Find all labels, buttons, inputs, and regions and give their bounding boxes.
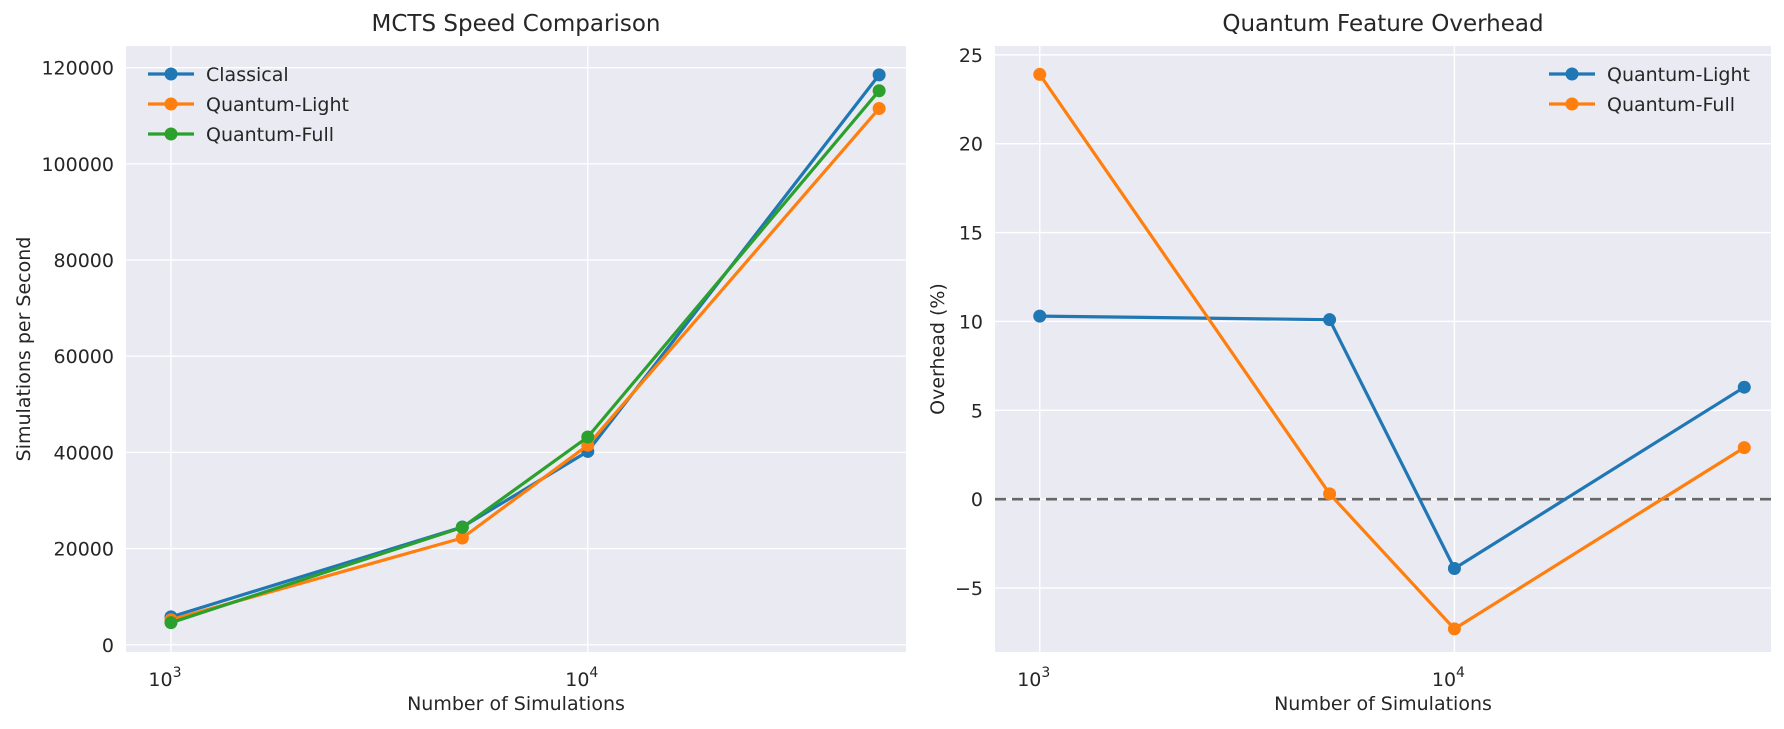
y-tick-label: 20000 xyxy=(54,539,114,561)
y-tick-label: 0 xyxy=(102,635,114,657)
y-tick-label: 120000 xyxy=(41,58,114,80)
series-line-quantum-full xyxy=(170,89,881,625)
series-line-quantum-light xyxy=(170,107,881,622)
x-tick-label: 103 xyxy=(1017,665,1050,691)
series-line-quantum-light xyxy=(1039,314,1746,571)
legend-item-quantum-full: Quantum-Full xyxy=(1549,94,1735,116)
y-tick-label: 0 xyxy=(971,489,983,511)
data-point-quantum-light xyxy=(1447,561,1461,575)
y-axis-label: Overhead (%) xyxy=(927,283,949,415)
data-point-quantum-full xyxy=(581,430,595,444)
x-axis-label: Number of Simulations xyxy=(1274,693,1492,715)
data-point-quantum-full xyxy=(1323,487,1337,501)
data-point-classical xyxy=(872,68,886,82)
data-point-quantum-light xyxy=(1323,313,1337,327)
x-tick-label: 104 xyxy=(565,665,598,691)
y-tick-label: 60000 xyxy=(54,346,114,368)
legend-marker xyxy=(164,67,178,81)
legend-item-quantum-light: Quantum-Light xyxy=(1549,64,1750,86)
y-tick-label: 20 xyxy=(959,134,983,156)
series-quantum-full xyxy=(164,84,886,630)
legend-item-quantum-light: Quantum-Light xyxy=(148,94,349,116)
y-tick-label: −5 xyxy=(955,578,983,600)
chart-title: Quantum Feature Overhead xyxy=(1222,11,1543,37)
y-tick-label: 5 xyxy=(971,400,983,422)
legend-label: Quantum-Full xyxy=(206,124,334,146)
legend-label: Classical xyxy=(206,64,289,86)
data-point-quantum-full xyxy=(1737,441,1751,455)
legend-marker xyxy=(164,127,178,141)
y-tick-label: 10 xyxy=(959,311,983,333)
data-point-quantum-full xyxy=(164,616,178,630)
chart-quantum-overhead: −5 0 5 10 15 20 25 103 104 Quantum Feature Overhe… xyxy=(927,11,1771,715)
legend-marker xyxy=(1565,67,1579,81)
series-quantum-full xyxy=(1033,67,1751,636)
plot-area xyxy=(126,46,906,652)
series-line-quantum-full xyxy=(1038,73,1746,631)
legend-marker xyxy=(164,97,178,111)
y-tick-label: 80000 xyxy=(54,250,114,272)
plot-area xyxy=(995,46,1771,652)
series-quantum-light xyxy=(1033,309,1751,575)
legend-item-quantum-full: Quantum-Full xyxy=(148,124,334,146)
y-tick-label: 15 xyxy=(959,223,983,245)
legend-label: Quantum-Light xyxy=(206,94,349,116)
x-axis-label: Number of Simulations xyxy=(407,693,625,715)
legend: Classical Quantum-Light Quantum-Full xyxy=(148,64,349,146)
data-point-quantum-full xyxy=(872,84,886,98)
legend-marker xyxy=(1565,97,1579,111)
legend-label: Quantum-Light xyxy=(1607,64,1750,86)
data-point-quantum-full xyxy=(1033,67,1047,81)
data-point-quantum-light xyxy=(455,531,469,545)
y-tick-label: 25 xyxy=(959,45,983,67)
x-tick-label: 103 xyxy=(148,665,181,691)
data-point-quantum-light xyxy=(1737,380,1751,394)
y-tick-label: 100000 xyxy=(41,154,114,176)
y-tick-label: 40000 xyxy=(54,442,114,464)
data-point-quantum-full xyxy=(455,520,469,534)
y-axis-label: Simulations per Second xyxy=(13,237,35,462)
legend-item-classical: Classical xyxy=(148,64,289,86)
x-tick-label: 104 xyxy=(1432,665,1465,691)
legend-label: Quantum-Full xyxy=(1607,94,1735,116)
data-point-quantum-full xyxy=(1447,622,1461,636)
data-point-quantum-light xyxy=(1033,309,1047,323)
chart-mcts-speed: 0 20000 40000 60000 80000 100000 120000 103 104 M… xyxy=(13,11,906,715)
chart-title: MCTS Speed Comparison xyxy=(372,11,661,37)
data-point-quantum-light xyxy=(872,102,886,116)
legend: Quantum-Light Quantum-Full xyxy=(1549,64,1750,116)
